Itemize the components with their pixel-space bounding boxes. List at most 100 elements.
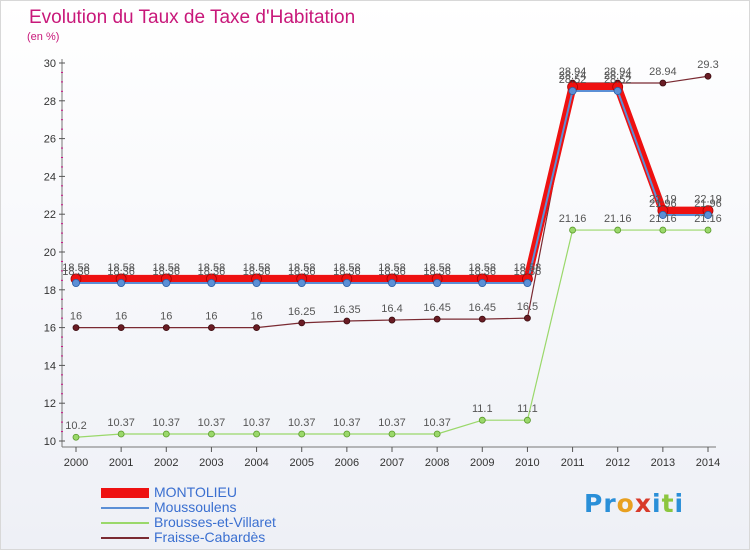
legend-label-fraisse-cabardes: Fraisse-Cabardès xyxy=(154,529,266,545)
series-line-montolieu xyxy=(76,82,708,283)
data-label-brousses-et-villaret: 21.16 xyxy=(604,213,632,225)
data-label-montolieu: 18.58 xyxy=(333,262,361,274)
x-tick-label: 2009 xyxy=(470,457,494,469)
data-point-moussoulens xyxy=(523,278,532,287)
data-point-fraisse-cabardes xyxy=(478,315,486,323)
data-point-fraisse-cabardes xyxy=(343,317,351,325)
data-point-moussoulens xyxy=(387,278,396,287)
data-label-montolieu: 18.58 xyxy=(198,262,226,274)
data-point-moussoulens xyxy=(72,278,81,287)
data-label-fraisse-cabardes: 16.5 xyxy=(517,301,538,313)
x-tick-label: 2013 xyxy=(651,457,675,469)
data-label-montolieu: 18.58 xyxy=(469,262,497,274)
series-line-fraisse-cabardes xyxy=(76,75,709,329)
data-point-brousses-et-villaret xyxy=(478,416,486,424)
proxiti-logo-letter: i xyxy=(652,489,662,518)
legend-label-montolieu: MONTOLIEU xyxy=(154,484,237,500)
data-point-brousses-et-villaret xyxy=(208,430,215,438)
data-label-montolieu: 28.74 xyxy=(559,70,587,82)
data-point-fraisse-cabardes xyxy=(253,324,260,332)
data-label-montolieu: 18.58 xyxy=(107,262,135,274)
data-label-fraisse-cabardes: 16 xyxy=(115,311,127,323)
data-point-moussoulens xyxy=(297,278,306,287)
data-labels: 18.58 18.58 18.58 18.58 18.58 18.58 18.58 18.58… xyxy=(62,59,722,432)
data-label-fraisse-cabardes: 16.35 xyxy=(333,304,361,316)
data-label-moussoulens: 18.36 xyxy=(333,266,361,278)
data-point-moussoulens xyxy=(568,86,577,95)
x-tick-label: 2000 xyxy=(64,457,88,469)
data-label-brousses-et-villaret: 10.37 xyxy=(378,417,406,429)
y-tick-label: 14 xyxy=(44,360,56,372)
y-tick-label: 30 xyxy=(44,58,56,70)
data-label-brousses-et-villaret: 10.2 xyxy=(65,420,86,432)
data-label-brousses-et-villaret: 10.37 xyxy=(243,417,271,429)
data-point-fraisse-cabardes xyxy=(162,324,170,332)
series-lines xyxy=(75,75,709,438)
x-tick-label: 2008 xyxy=(425,457,449,469)
data-point-brousses-et-villaret xyxy=(569,226,576,234)
data-label-montolieu: 18.58 xyxy=(378,262,406,274)
data-point-brousses-et-villaret xyxy=(343,430,351,438)
data-label-moussoulens: 28.52 xyxy=(604,74,632,86)
data-label-fraisse-cabardes: 16.25 xyxy=(288,306,316,318)
legend-swatch-moussoulens xyxy=(101,506,149,509)
data-label-moussoulens: 18.36 xyxy=(423,266,451,278)
data-label-fraisse-cabardes: 16 xyxy=(205,311,217,323)
data-label-moussoulens: 18.36 xyxy=(514,266,542,278)
data-point-brousses-et-villaret xyxy=(117,430,125,438)
legend-label-brousses-et-villaret: Brousses-et-Villaret xyxy=(154,514,276,530)
x-tick-label: 2012 xyxy=(605,457,629,469)
data-label-moussoulens: 18.36 xyxy=(198,266,226,278)
data-point-brousses-et-villaret xyxy=(524,416,531,424)
data-point-fraisse-cabardes xyxy=(659,79,667,87)
series-points xyxy=(70,72,714,441)
data-label-brousses-et-villaret: 10.37 xyxy=(198,417,226,429)
data-label-fraisse-cabardes: 29.3 xyxy=(697,59,718,71)
data-label-fraisse-cabardes: 28.94 xyxy=(604,66,632,78)
y-tick-label: 18 xyxy=(44,285,56,297)
data-point-fraisse-cabardes xyxy=(298,319,306,327)
data-point-fraisse-cabardes xyxy=(524,314,531,322)
data-label-moussoulens: 18.36 xyxy=(243,266,271,278)
x-tick-label: 2007 xyxy=(380,457,404,469)
data-label-montolieu: 18.58 xyxy=(62,262,90,274)
legend-swatch-fraisse-cabardes xyxy=(101,536,149,539)
data-label-fraisse-cabardes: 16 xyxy=(160,311,172,323)
data-point-moussoulens xyxy=(433,278,442,287)
y-tick-label: 24 xyxy=(44,171,56,183)
proxiti-logo-letter: P xyxy=(584,489,604,518)
legend-label-moussoulens: Moussoulens xyxy=(154,499,237,515)
data-label-moussoulens: 18.36 xyxy=(107,266,135,278)
x-tick-label: 2003 xyxy=(199,457,223,469)
data-label-brousses-et-villaret: 10.37 xyxy=(153,417,181,429)
proxiti-logo: Proxiti xyxy=(584,489,684,518)
data-point-moussoulens xyxy=(117,278,126,287)
proxiti-logo-letter: t xyxy=(661,489,675,518)
data-point-brousses-et-villaret xyxy=(659,226,667,234)
x-tick-label: 2002 xyxy=(154,457,178,469)
data-point-moussoulens xyxy=(704,210,713,219)
y-tick-label: 26 xyxy=(44,134,56,146)
y-tick-label: 12 xyxy=(44,398,56,410)
data-label-brousses-et-villaret: 11.1 xyxy=(472,403,493,415)
data-point-fraisse-cabardes xyxy=(433,315,441,323)
data-point-fraisse-cabardes xyxy=(72,324,80,332)
y-tick-label: 28 xyxy=(44,96,56,108)
data-point-brousses-et-villaret xyxy=(614,226,622,234)
data-point-moussoulens xyxy=(207,278,216,287)
data-label-moussoulens: 18.36 xyxy=(288,266,316,278)
data-label-montolieu: 22.19 xyxy=(694,194,722,206)
x-tick-label: 2005 xyxy=(289,457,313,469)
data-label-brousses-et-villaret: 11.1 xyxy=(517,403,538,415)
data-point-moussoulens xyxy=(162,278,171,287)
y-axis-unit-label: (en %) xyxy=(27,31,60,43)
data-label-montolieu: 28.74 xyxy=(604,70,632,82)
data-label-brousses-et-villaret: 21.16 xyxy=(694,213,722,225)
data-point-brousses-et-villaret xyxy=(298,430,306,438)
data-point-moussoulens xyxy=(613,86,622,95)
data-label-fraisse-cabardes: 28.94 xyxy=(649,66,677,78)
data-label-brousses-et-villaret: 21.16 xyxy=(649,213,677,225)
y-tick-label: 22 xyxy=(44,209,56,221)
